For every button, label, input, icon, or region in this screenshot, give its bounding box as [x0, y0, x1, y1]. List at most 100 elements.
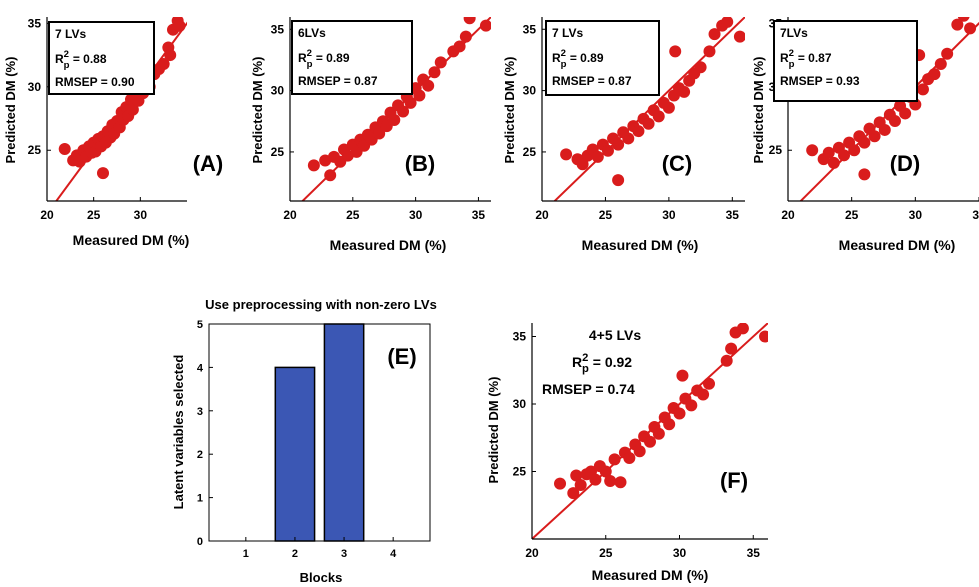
data-point	[827, 156, 840, 169]
x-tick-label: 30	[673, 546, 687, 560]
data-point	[397, 105, 410, 118]
y-tick-label: 2	[197, 449, 203, 461]
data-point	[964, 22, 977, 35]
y-tick-label: 5	[197, 319, 203, 331]
data-point	[614, 476, 627, 489]
data-point	[622, 132, 635, 145]
data-point	[422, 79, 435, 92]
data-point	[324, 169, 337, 182]
data-point	[733, 30, 745, 43]
data-point	[157, 57, 170, 70]
data-point	[574, 479, 587, 491]
data-point	[404, 96, 417, 109]
bar-block-3	[323, 323, 365, 542]
data-point	[633, 445, 646, 458]
data-point	[373, 127, 386, 140]
stats-lvs: 7 LVs	[552, 26, 583, 40]
data-point	[388, 114, 401, 127]
y-tick-label: 25	[271, 145, 285, 159]
x-tick-label: 25	[845, 208, 859, 222]
x-tick-label: 35	[972, 208, 979, 222]
data-points	[806, 17, 977, 181]
x-tick-label: 35	[726, 208, 740, 222]
data-point	[759, 330, 768, 343]
data-point	[703, 45, 716, 58]
panel-label: (A)	[193, 151, 224, 176]
data-point	[669, 45, 682, 58]
data-point	[570, 469, 583, 482]
x-tick-label: 30	[909, 208, 923, 222]
y-tick-label: 25	[769, 143, 783, 157]
bar-block-2	[274, 366, 316, 542]
r2-subscript: p	[561, 59, 567, 70]
data-point	[673, 407, 686, 420]
r2-superscript: 2	[307, 48, 312, 59]
stats-rmsep: RMSEP = 0.93	[780, 74, 860, 88]
x-axis-label: Measured DM (%)	[592, 567, 709, 583]
stats-r2: R2 p = 0.92	[572, 352, 632, 375]
data-point	[708, 28, 721, 41]
x-tick-label: 1	[243, 548, 249, 560]
y-tick-label: 35	[523, 22, 537, 36]
stats-lvs: 4+5 LVs	[589, 327, 641, 343]
data-point	[554, 477, 567, 490]
data-point	[601, 144, 614, 157]
y-tick-label: 25	[513, 465, 527, 479]
y-tick-label: 35	[513, 330, 527, 344]
data-point	[599, 465, 612, 478]
stats-rmsep: RMSEP = 0.90	[55, 75, 135, 89]
panel-label: (C)	[662, 151, 693, 176]
data-point	[652, 427, 665, 440]
r2-symbol: R	[298, 51, 307, 65]
data-point	[604, 474, 617, 487]
data-point	[678, 85, 691, 98]
stats-rmsep: RMSEP = 0.87	[298, 74, 378, 88]
scatter-panel-a: 20 25 30 25 30 35 Measured DM (%) Predicted DM …	[3, 16, 224, 248]
x-tick-label: 25	[599, 546, 613, 560]
data-point	[721, 17, 734, 28]
y-axis-label: Predicted DM (%)	[751, 57, 766, 164]
data-point	[567, 487, 580, 500]
x-tick-label: 20	[525, 546, 539, 560]
panel-label: (D)	[890, 151, 921, 176]
stats-lvs: 7 LVs	[55, 27, 86, 41]
x-tick-label: 30	[134, 208, 148, 222]
x-tick-label: 35	[472, 208, 486, 222]
r2-value: = 0.88	[69, 52, 106, 66]
bar-panel-e: Use preprocessing with non-zero LVs 0 1 2 3 4…	[171, 297, 437, 585]
data-point	[838, 149, 851, 162]
x-tick-label: 25	[87, 208, 101, 222]
data-point	[434, 56, 447, 69]
y-tick-label: 3	[197, 406, 203, 418]
data-point	[126, 103, 139, 116]
data-point	[632, 125, 645, 138]
y-tick-label: 1	[197, 493, 203, 505]
data-point	[164, 49, 177, 62]
data-point	[848, 144, 861, 157]
data-point	[58, 142, 71, 155]
data-point	[878, 123, 891, 136]
r2-value: = 0.89	[566, 51, 603, 65]
data-points	[554, 323, 768, 500]
r2-symbol: R	[780, 51, 789, 65]
data-point	[899, 107, 912, 120]
scatter-panel-f: 20 25 30 35 25 30 35 Measured DM (%) Predicted D…	[486, 323, 768, 583]
y-tick-label: 0	[197, 536, 203, 548]
y-tick-label: 35	[28, 16, 42, 30]
stats-rmsep: RMSEP = 0.74	[542, 381, 635, 397]
data-point	[676, 369, 689, 382]
data-point	[941, 47, 954, 60]
data-point	[479, 19, 491, 32]
data-point	[694, 61, 707, 74]
chart-title: Use preprocessing with non-zero LVs	[205, 297, 437, 312]
data-point	[957, 17, 970, 22]
plot-frame	[208, 323, 431, 542]
stats-r2: R2 p = 0.89	[298, 48, 350, 70]
stats-lvs: 6LVs	[298, 26, 326, 40]
r2-value: = 0.92	[589, 354, 632, 370]
data-point	[725, 342, 738, 355]
r2-value: = 0.87	[794, 51, 831, 65]
r2-subscript: p	[582, 363, 589, 375]
data-points	[560, 17, 745, 187]
data-point	[868, 130, 881, 143]
